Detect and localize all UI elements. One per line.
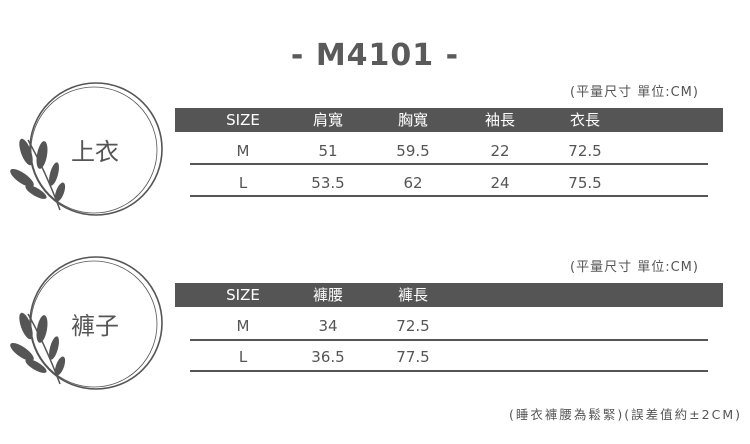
table-cell: M	[236, 317, 250, 335]
table-row: L 36.5 77.5	[0, 345, 750, 369]
row-divider	[190, 195, 708, 197]
table-row: L 53.5 62 24 75.5	[0, 171, 750, 195]
header-cell: 胸寬	[397, 111, 428, 129]
header-cell: 衣長	[569, 111, 600, 129]
tops-category-label: 上衣	[71, 138, 119, 166]
table-row: M 51 59.5 22 72.5	[0, 139, 750, 163]
header-cell: 褲腰	[312, 286, 343, 304]
table-cell: 72.5	[568, 142, 602, 160]
tops-circle-emblem	[10, 82, 163, 216]
header-cell: 袖長	[484, 111, 515, 129]
leaf-branch-icon	[10, 312, 66, 385]
row-divider	[190, 339, 708, 341]
table-cell: 34	[318, 317, 338, 335]
table-cell: 59.5	[396, 142, 430, 160]
leaf-branch-icon	[10, 138, 66, 211]
table-cell: 77.5	[396, 348, 430, 366]
row-divider	[190, 163, 708, 165]
header-cell: SIZE	[226, 111, 260, 129]
tops-unit-note: (平量尺寸 單位:CM)	[570, 85, 699, 100]
tops-header-row: SIZE 肩寬 胸寬 袖長 衣長	[175, 108, 723, 132]
header-cell: 肩寬	[312, 111, 343, 129]
table-cell: 24	[490, 174, 510, 192]
table-row: M 34 72.5	[0, 314, 750, 338]
pants-header-row: SIZE 褲腰 褲長	[175, 283, 723, 307]
pants-unit-note: (平量尺寸 單位:CM)	[570, 260, 699, 275]
header-cell: SIZE	[226, 286, 260, 304]
table-cell: 72.5	[396, 317, 430, 335]
table-cell: 75.5	[568, 174, 602, 192]
pants-category-label: 褲子	[71, 312, 119, 340]
footnote: (睡衣褲腰為鬆緊)(誤差值約±2CM)	[509, 407, 742, 422]
table-cell: L	[238, 348, 248, 366]
table-cell: 51	[318, 142, 338, 160]
pants-circle-emblem	[10, 256, 163, 390]
product-title: - M4101 -	[290, 38, 460, 73]
table-cell: 36.5	[311, 348, 345, 366]
table-cell: L	[238, 174, 248, 192]
table-cell: M	[236, 142, 250, 160]
table-cell: 22	[490, 142, 510, 160]
table-cell: 53.5	[311, 174, 345, 192]
header-cell: 褲長	[397, 286, 428, 304]
row-divider	[190, 370, 708, 372]
table-cell: 62	[403, 174, 423, 192]
